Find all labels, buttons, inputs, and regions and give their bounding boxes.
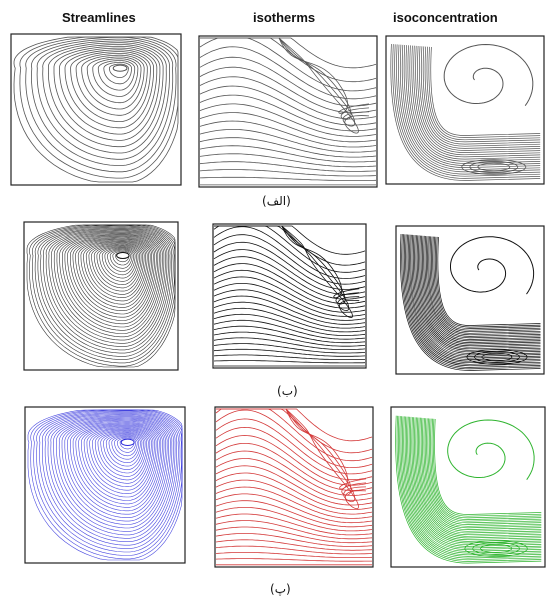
header-streamlines: Streamlines xyxy=(62,10,136,25)
row1-streamlines-panel xyxy=(10,33,182,186)
row3-streamlines-panel xyxy=(24,406,186,564)
header-isoconcentration: isoconcentration xyxy=(393,10,498,25)
row2-isoconcentration-panel xyxy=(395,225,545,375)
row1-isotherms-panel xyxy=(198,35,378,188)
row2-streamlines-panel xyxy=(23,221,179,371)
row1-isoconcentration-panel xyxy=(385,35,545,185)
header-isotherms: isotherms xyxy=(253,10,316,25)
row3-isoconcentration-panel xyxy=(390,406,546,568)
row1-caption: (الف) xyxy=(262,194,291,208)
row2-caption: (ب) xyxy=(277,384,298,398)
row2-isotherms-panel xyxy=(212,223,367,369)
row3-caption: (پ) xyxy=(270,582,291,596)
row3-isotherms-panel xyxy=(214,406,374,568)
